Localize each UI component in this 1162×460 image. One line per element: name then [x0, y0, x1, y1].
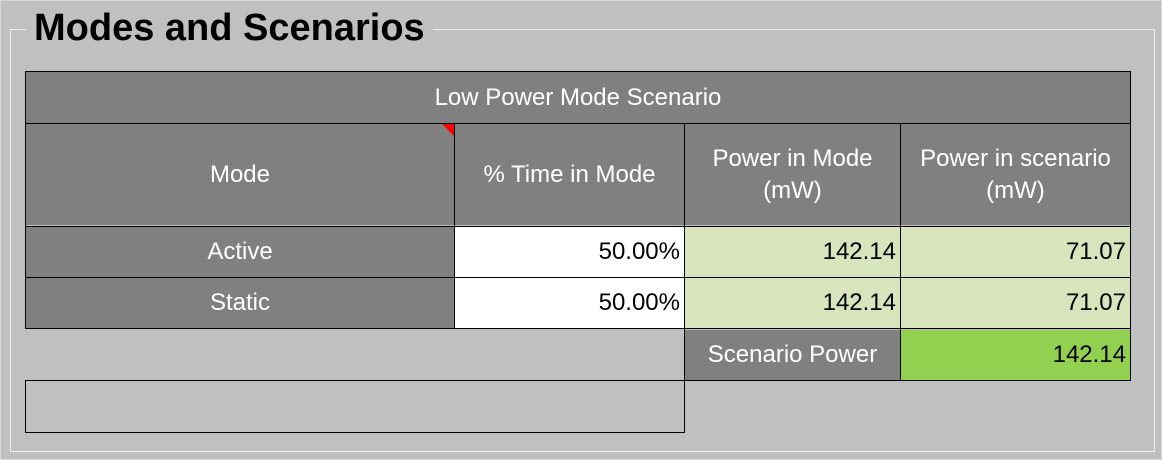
row-static-power-scenario-cell[interactable]: 71.07	[901, 278, 1130, 328]
group-box-frame	[10, 29, 1155, 452]
table-title-cell[interactable]: Low Power Mode Scenario	[26, 72, 1130, 123]
grid-line	[900, 123, 901, 381]
grid-line	[25, 71, 1131, 72]
header-power-mode-cell[interactable]: Power in Mode (mW)	[685, 124, 900, 225]
grid-line	[25, 226, 1131, 227]
grid-line	[1130, 71, 1131, 381]
row-active-mode-cell[interactable]: Active	[26, 227, 454, 277]
grid-line	[684, 123, 685, 381]
header-power-scenario-cell[interactable]: Power in scenario (mW)	[901, 124, 1130, 225]
scenario-power-value-cell[interactable]: 142.14	[901, 330, 1130, 380]
header-power-mode-line1: Power in Mode	[712, 144, 873, 172]
grid-line	[454, 123, 455, 329]
group-box-title: Modes and Scenarios	[26, 6, 433, 50]
grid-line	[25, 71, 26, 329]
grid-line	[684, 380, 1131, 381]
header-power-scenario-line2: (mW)	[986, 176, 1045, 204]
header-mode-cell[interactable]: Mode	[26, 124, 454, 225]
header-power-mode-line2: (mW)	[763, 176, 822, 204]
row-active-power-scenario-cell[interactable]: 71.07	[901, 227, 1130, 277]
row-active-power-mode-cell[interactable]: 142.14	[685, 227, 900, 277]
header-power-scenario-line1: Power in scenario	[920, 144, 1111, 172]
grid-line	[25, 277, 1131, 278]
row-static-mode-cell[interactable]: Static	[26, 278, 454, 328]
header-time-cell[interactable]: % Time in Mode	[455, 124, 684, 225]
row-static-time-cell[interactable]: 50.00%	[455, 278, 684, 328]
comment-indicator-icon[interactable]	[442, 124, 454, 136]
grid-line	[25, 123, 1131, 124]
row-active-time-cell[interactable]: 50.00%	[455, 227, 684, 277]
scenario-power-label-cell[interactable]: Scenario Power	[685, 330, 900, 380]
empty-input-box[interactable]	[25, 380, 685, 433]
grid-line	[25, 328, 1131, 329]
row-static-power-mode-cell[interactable]: 142.14	[685, 278, 900, 328]
